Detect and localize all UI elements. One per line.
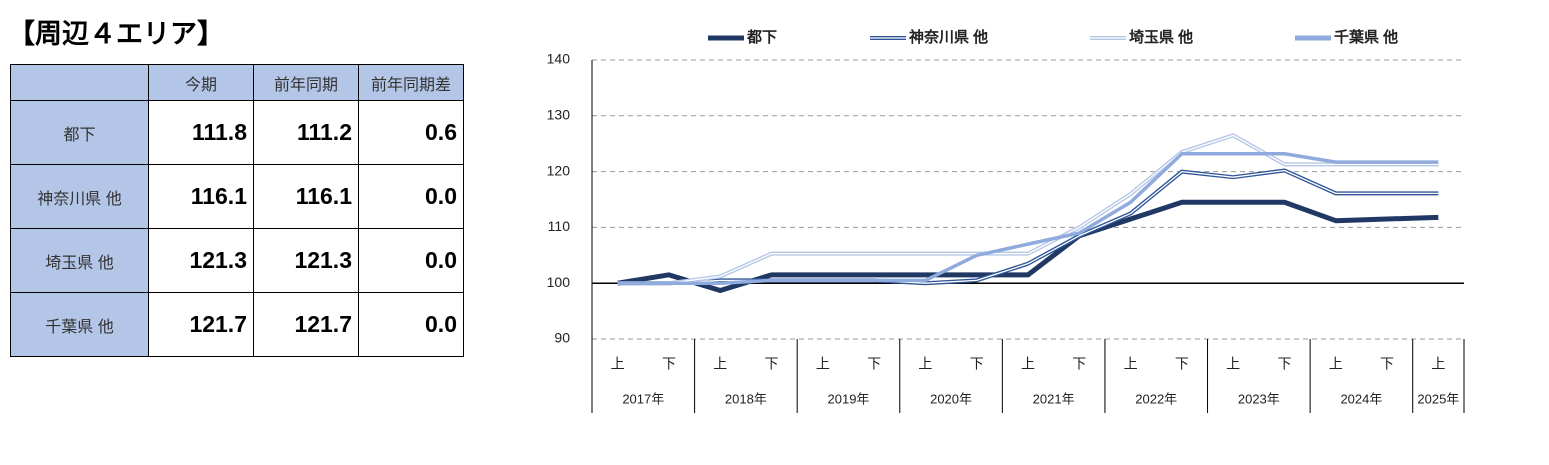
header-cell: 前年同期 (253, 64, 359, 101)
y-tick-label: 140 (547, 51, 571, 67)
x-tick-label: 下 (1277, 356, 1291, 372)
value-cell: 121.3 (253, 228, 359, 293)
x-group-label: 2025年 (1417, 391, 1459, 406)
legend-label: 千葉県 他 (1334, 28, 1398, 46)
value-cell: 0.6 (358, 100, 464, 165)
series-line-inner (617, 134, 1439, 284)
x-group-label: 2021年 (1033, 391, 1075, 406)
value-cell: 121.7 (253, 292, 359, 357)
value-cell: 121.7 (148, 292, 254, 357)
x-tick-label: 下 (1072, 356, 1086, 372)
x-tick-label: 上 (816, 356, 830, 372)
value-cell: 0.0 (358, 164, 464, 229)
series-line (617, 168, 1439, 286)
x-tick-label: 上 (1226, 356, 1240, 372)
x-tick-label: 上 (1431, 356, 1445, 372)
legend-label: 神奈川県 他 (909, 28, 988, 46)
x-tick-label: 下 (970, 356, 984, 372)
corner-cell (10, 64, 149, 101)
x-group-label: 2017年 (622, 391, 664, 406)
legend-label: 都下 (746, 29, 777, 46)
x-group-label: 2022年 (1135, 391, 1177, 406)
value-cell: 116.1 (148, 164, 254, 229)
row-label: 千葉県 他 (10, 292, 149, 357)
value-cell: 0.0 (358, 292, 464, 357)
y-tick-label: 120 (547, 162, 571, 178)
x-group-label: 2020年 (930, 391, 972, 406)
table-row: 千葉県 他 121.7 121.7 0.0 (10, 292, 464, 357)
y-tick-label: 100 (547, 274, 571, 290)
x-group-label: 2018年 (725, 391, 767, 406)
x-tick-label: 上 (1021, 356, 1035, 372)
header-cell: 前年同期差 (358, 64, 464, 101)
x-tick-label: 上 (713, 356, 727, 372)
series-line (617, 133, 1439, 286)
table-row: 都下 111.8 111.2 0.6 (10, 100, 464, 165)
x-tick-label: 上 (918, 356, 932, 372)
table-row: 神奈川県 他 116.1 116.1 0.0 (10, 164, 464, 229)
x-group-label: 2024年 (1340, 391, 1382, 406)
x-group-label: 2023年 (1238, 391, 1280, 406)
series-line-inner (617, 169, 1439, 284)
series-line (617, 199, 1439, 293)
value-cell: 0.0 (358, 228, 464, 293)
x-tick-label: 上 (1329, 356, 1343, 372)
row-label: 神奈川県 他 (10, 164, 149, 229)
x-tick-label: 下 (662, 356, 676, 372)
series-line (617, 151, 1439, 285)
x-tick-label: 下 (1380, 356, 1394, 372)
y-tick-label: 130 (547, 107, 571, 123)
value-cell: 111.8 (148, 100, 254, 165)
x-tick-label: 上 (1124, 356, 1138, 372)
x-tick-label: 下 (1175, 356, 1189, 372)
legend-label: 埼玉県 他 (1129, 28, 1193, 46)
value-cell: 111.2 (253, 100, 359, 165)
x-group-label: 2019年 (828, 391, 870, 406)
header-row: 今期 前年同期 前年同期差 (10, 64, 464, 101)
row-label: 埼玉県 他 (10, 228, 149, 293)
x-tick-label: 上 (611, 356, 625, 372)
y-tick-label: 110 (548, 218, 571, 234)
page-title: 【周辺４エリア】 (8, 19, 224, 49)
x-tick-label: 下 (867, 356, 881, 372)
table-row: 埼玉県 他 121.3 121.3 0.0 (10, 228, 464, 293)
value-cell: 121.3 (148, 228, 254, 293)
row-label: 都下 (10, 100, 149, 165)
header-cell: 今期 (148, 64, 254, 101)
value-cell: 116.1 (253, 164, 359, 229)
data-table: 今期 前年同期 前年同期差 都下 111.8 111.2 0.6 神奈川県 他 116.1 11… (10, 64, 464, 357)
x-tick-label: 下 (765, 356, 779, 372)
y-tick-label: 90 (554, 330, 570, 346)
